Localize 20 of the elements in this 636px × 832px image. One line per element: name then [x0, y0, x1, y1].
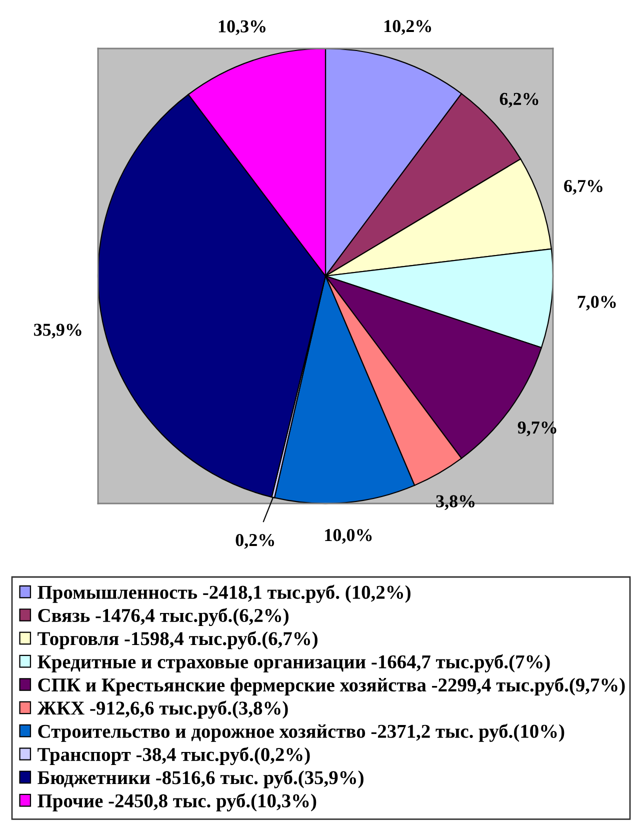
data-label: 6,2%	[500, 92, 538, 108]
legend-label: Связь -1476,4 тыс.руб.(6,2%)	[38, 608, 288, 626]
data-label: 10,0%	[325, 528, 372, 544]
legend-label: Кредитные и страховые организации -1664,7 тыс.руб.(7%)	[38, 654, 550, 672]
legend-label: Прочие -2450,8 тыс. руб.(10,3%)	[38, 793, 316, 812]
legend-label: Бюджетники -8516,6 тыс. руб.(35,9%)	[38, 770, 364, 788]
legend-label: Строительство и дорожное хозяйство -2371,2 тыс. руб.(10%)	[38, 724, 564, 742]
data-label: 6,7%	[564, 180, 602, 195]
data-label: 10,2%	[384, 20, 432, 35]
data-label: 10,3%	[218, 20, 266, 36]
legend-label: СПК и Крестьянские фермерские хозяйства -2299,4 тыс.руб.(9,7%)	[38, 677, 625, 696]
legend-label: Промышленность -2418,1 тыс.руб. (10,2%)	[38, 584, 410, 603]
data-label: 7,0%	[578, 296, 616, 311]
data-label: 0,2%	[236, 534, 274, 549]
data-label: 3,8%	[436, 495, 474, 510]
data-label: 9,7%	[518, 421, 556, 436]
legend-label: Транспорт -38,4 тыс.руб.(0,2%)	[38, 746, 310, 766]
data-label: 35,9%	[34, 324, 82, 338]
legend-label: ЖКХ -912,6,6 тыс.руб.(3,8%)	[37, 700, 288, 719]
legend-label: Торговля -1598,4 тыс.руб.(6,7%)	[38, 631, 318, 650]
